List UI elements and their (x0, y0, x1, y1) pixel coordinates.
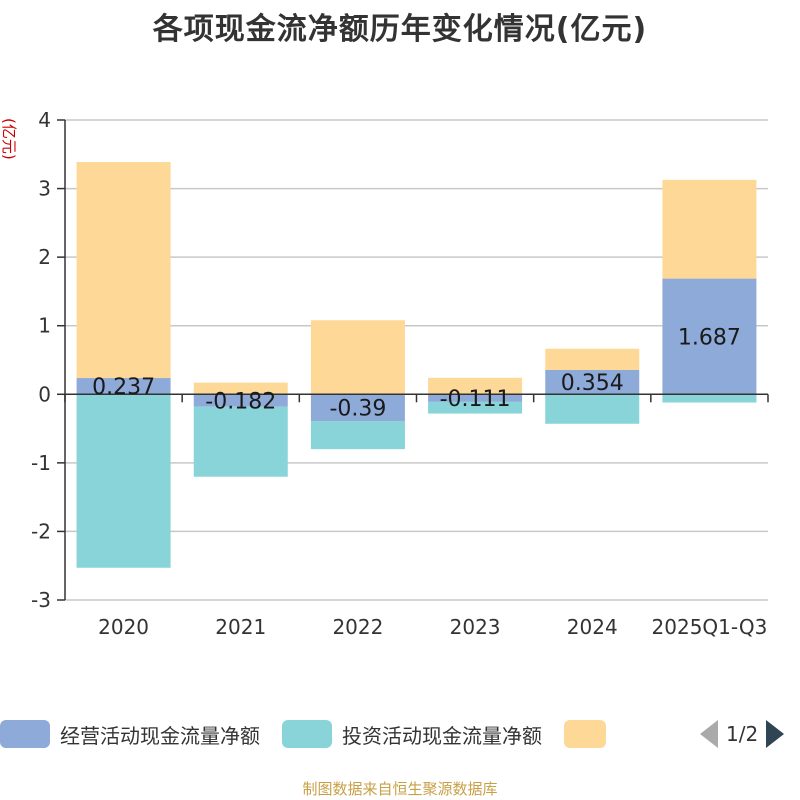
bar-1-2025Q1-Q3 (662, 278, 757, 395)
bar-2-2023 (428, 401, 523, 414)
legend-item-operating[interactable]: 经营活动现金流量净额 (0, 720, 260, 749)
y-tick-label: -2 (31, 519, 51, 543)
bar-3-2025Q1-Q3 (662, 179, 757, 279)
y-tick-label: -1 (31, 451, 51, 475)
bar-1-2024 (545, 370, 640, 395)
legend-swatch-operating (0, 720, 50, 748)
bar-3-2021 (193, 382, 288, 395)
x-tick-label: 2022 (332, 615, 383, 639)
bar-3-2024 (545, 348, 640, 371)
source-note: 制图数据来自恒生聚源数据库 (302, 780, 498, 798)
x-tick-label: 2023 (450, 615, 501, 639)
bar-3-2022 (310, 320, 405, 395)
bar-3-2020 (76, 162, 171, 379)
bar-1-2020 (76, 378, 171, 395)
bar-2-2021 (193, 406, 288, 477)
legend-swatch-investing (282, 720, 332, 748)
bar-2-2025Q1-Q3 (662, 394, 757, 403)
bar-3-2023 (428, 377, 523, 395)
chart-plot: 4 3 2 1 0 -1 -2 -3 (亿元) 0.237 -0.182 -0.39 -0.111 0.3… (0, 108, 769, 639)
legend-label-investing: 投资活动现金流量净额 (342, 723, 542, 748)
legend: 经营活动现金流量净额 投资活动现金流量净额 1/2 (0, 716, 800, 752)
x-tick-label: 2025Q1-Q3 (652, 615, 768, 639)
chart-title: 各项现金流净额历年变化情况(亿元) (152, 12, 648, 47)
data-label-2020: 0.237 (92, 375, 155, 400)
bar-2-2024 (545, 394, 640, 424)
legend-next-icon[interactable] (766, 720, 785, 748)
x-tick-label: 2021 (215, 615, 266, 639)
y-tick-label: 2 (38, 245, 51, 269)
data-label-2025Q1-Q3: 1.687 (678, 325, 741, 350)
bar-1-2023 (428, 394, 523, 402)
y-tick-label: 1 (38, 314, 51, 338)
data-label-2021: -0.182 (205, 390, 276, 415)
bar-2-2020 (76, 394, 171, 568)
y-tick-label: -3 (31, 588, 51, 612)
legend-item-financing[interactable] (564, 720, 616, 748)
legend-pager: 1/2 (700, 720, 785, 748)
legend-label-operating: 经营活动现金流量净额 (60, 723, 260, 748)
x-tick-label: 2020 (98, 615, 149, 639)
legend-prev-icon[interactable] (700, 720, 718, 748)
y-tick-label: 3 (38, 177, 51, 201)
bar-2-2022 (310, 421, 405, 450)
y-tick-label: 4 (38, 108, 51, 132)
x-tick-label: 2024 (567, 615, 618, 639)
legend-page-indicator: 1/2 (726, 722, 759, 746)
bar-1-2021 (193, 394, 288, 407)
data-label-2022: -0.39 (329, 397, 386, 422)
y-tick-label: 0 (38, 382, 51, 406)
bar-1-2022 (310, 394, 405, 422)
data-label-2023: -0.111 (440, 387, 511, 412)
legend-swatch-financing (564, 720, 606, 748)
legend-item-investing[interactable]: 投资活动现金流量净额 (282, 720, 542, 749)
y-axis-unit: (亿元) (0, 118, 18, 160)
legend-items: 经营活动现金流量净额 投资活动现金流量净额 (0, 720, 638, 749)
data-label-2024: 0.354 (561, 371, 624, 396)
